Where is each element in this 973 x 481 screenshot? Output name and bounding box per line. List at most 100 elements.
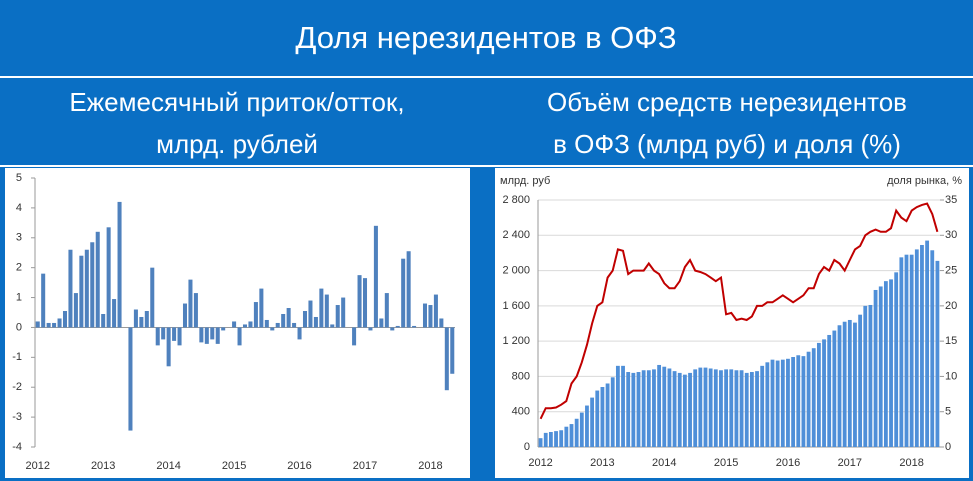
bar	[904, 254, 909, 447]
y-tick-label: 2 400	[502, 229, 530, 241]
x-tick-label: 2016	[287, 460, 311, 472]
x-tick-label: 2017	[838, 457, 862, 469]
y-tick-label: 2 800	[502, 194, 530, 206]
bar	[57, 318, 62, 328]
bar	[780, 359, 785, 447]
y-tick-label: 1 200	[502, 335, 530, 347]
bar	[677, 372, 682, 447]
bar	[631, 372, 636, 447]
bar	[182, 303, 188, 328]
x-tick-label: 2018	[418, 460, 442, 472]
bar	[193, 293, 198, 328]
bar	[172, 327, 177, 341]
bar	[450, 327, 455, 374]
bar	[863, 305, 868, 447]
bar	[128, 327, 133, 431]
bar	[775, 360, 780, 447]
bar	[368, 327, 373, 331]
y-tick-label: 400	[512, 406, 530, 418]
bar	[543, 432, 548, 447]
bar	[868, 304, 873, 447]
bar	[760, 365, 765, 447]
bar	[215, 327, 220, 344]
bar	[161, 327, 166, 340]
bar	[232, 321, 237, 328]
bar	[600, 387, 605, 447]
y2-tick-label: 25	[945, 264, 957, 276]
bar	[713, 369, 718, 447]
bar	[313, 316, 318, 328]
bar	[698, 367, 703, 447]
y-tick-label: 800	[512, 370, 530, 382]
bar	[574, 418, 579, 447]
bar	[538, 438, 543, 447]
bar	[341, 297, 346, 328]
y-axis-label: млрд. руб	[500, 175, 550, 187]
bar	[302, 311, 308, 328]
bar	[703, 367, 708, 447]
bar	[264, 319, 269, 328]
bar	[373, 225, 378, 328]
y-tick-label: 0	[16, 321, 22, 333]
bar	[308, 300, 313, 328]
bar	[822, 339, 826, 447]
bar	[439, 318, 444, 328]
bar	[106, 227, 111, 328]
bar	[384, 293, 389, 328]
bar	[708, 368, 713, 447]
bar	[682, 374, 687, 447]
bar	[734, 370, 739, 447]
bar	[729, 369, 734, 447]
x-tick-label: 2014	[652, 457, 676, 469]
bar	[117, 201, 122, 328]
bar	[853, 322, 857, 447]
y-tick-label: 1	[16, 291, 22, 303]
bar	[297, 327, 302, 340]
bar	[579, 412, 584, 447]
bar	[811, 348, 816, 447]
bar	[899, 257, 904, 447]
chart-title: в ОФЗ (млрд руб) и доля (%)	[553, 129, 901, 159]
bar	[242, 324, 248, 328]
chart-title: Объём средств нерезидентов	[547, 87, 907, 117]
y2-axis-label: доля рынка, %	[887, 175, 962, 187]
bar	[724, 369, 729, 447]
bar	[73, 293, 78, 328]
bar	[791, 357, 796, 447]
slide-title: Доля нерезидентов в ОФЗ	[295, 20, 676, 55]
bar	[188, 279, 193, 328]
bar	[204, 327, 209, 344]
bar	[444, 327, 449, 391]
bar	[667, 368, 672, 447]
bar	[878, 286, 883, 447]
bar	[46, 322, 51, 328]
bar	[621, 365, 625, 447]
bar	[615, 365, 620, 447]
bar	[237, 327, 242, 346]
bar	[150, 267, 155, 328]
bar	[605, 383, 610, 447]
y-tick-label: 5	[16, 172, 22, 184]
bar	[286, 308, 291, 328]
x-tick-label: 2015	[714, 457, 738, 469]
x-tick-label: 2014	[156, 460, 180, 472]
bar	[914, 249, 919, 447]
bar	[636, 372, 641, 447]
y-tick-label: -4	[12, 441, 22, 453]
x-tick-label: 2013	[91, 460, 115, 472]
bar	[693, 369, 698, 447]
bar	[379, 318, 384, 328]
y2-tick-label: 30	[945, 229, 957, 241]
bar	[52, 322, 57, 328]
y2-tick-label: 0	[945, 441, 951, 453]
bar	[744, 372, 749, 447]
bar	[548, 432, 553, 447]
line	[539, 202, 939, 420]
bar	[590, 397, 595, 447]
bar	[806, 351, 811, 447]
bar	[796, 355, 801, 447]
y-tick-label: 1 600	[502, 300, 530, 312]
bar	[889, 279, 893, 447]
bar	[646, 370, 651, 447]
bar	[79, 255, 84, 328]
